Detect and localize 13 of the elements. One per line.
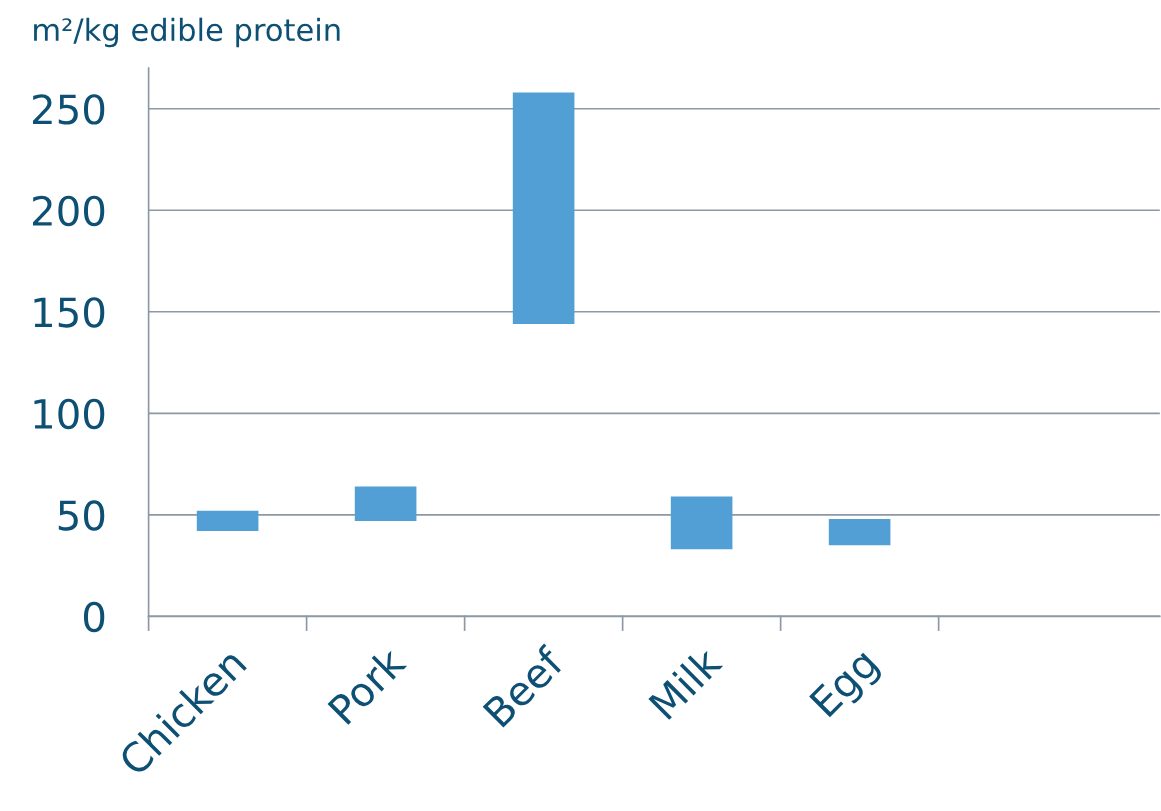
y-tick-label: 250 [33, 94, 105, 125]
bar [196, 510, 259, 532]
bar [512, 92, 575, 324]
y-tick-label: 200 [33, 195, 105, 227]
bar [354, 486, 417, 521]
bar [670, 496, 733, 550]
x-tick-label: Egg [809, 647, 885, 724]
y-tick-label: 50 [58, 500, 105, 531]
y-tick-label: 0 [83, 601, 105, 633]
y-tick-label: 150 [34, 297, 105, 328]
y-tick-label: 100 [34, 398, 105, 430]
bar [828, 518, 891, 546]
y-axis-title: m²/kg edible protein [34, 17, 340, 48]
